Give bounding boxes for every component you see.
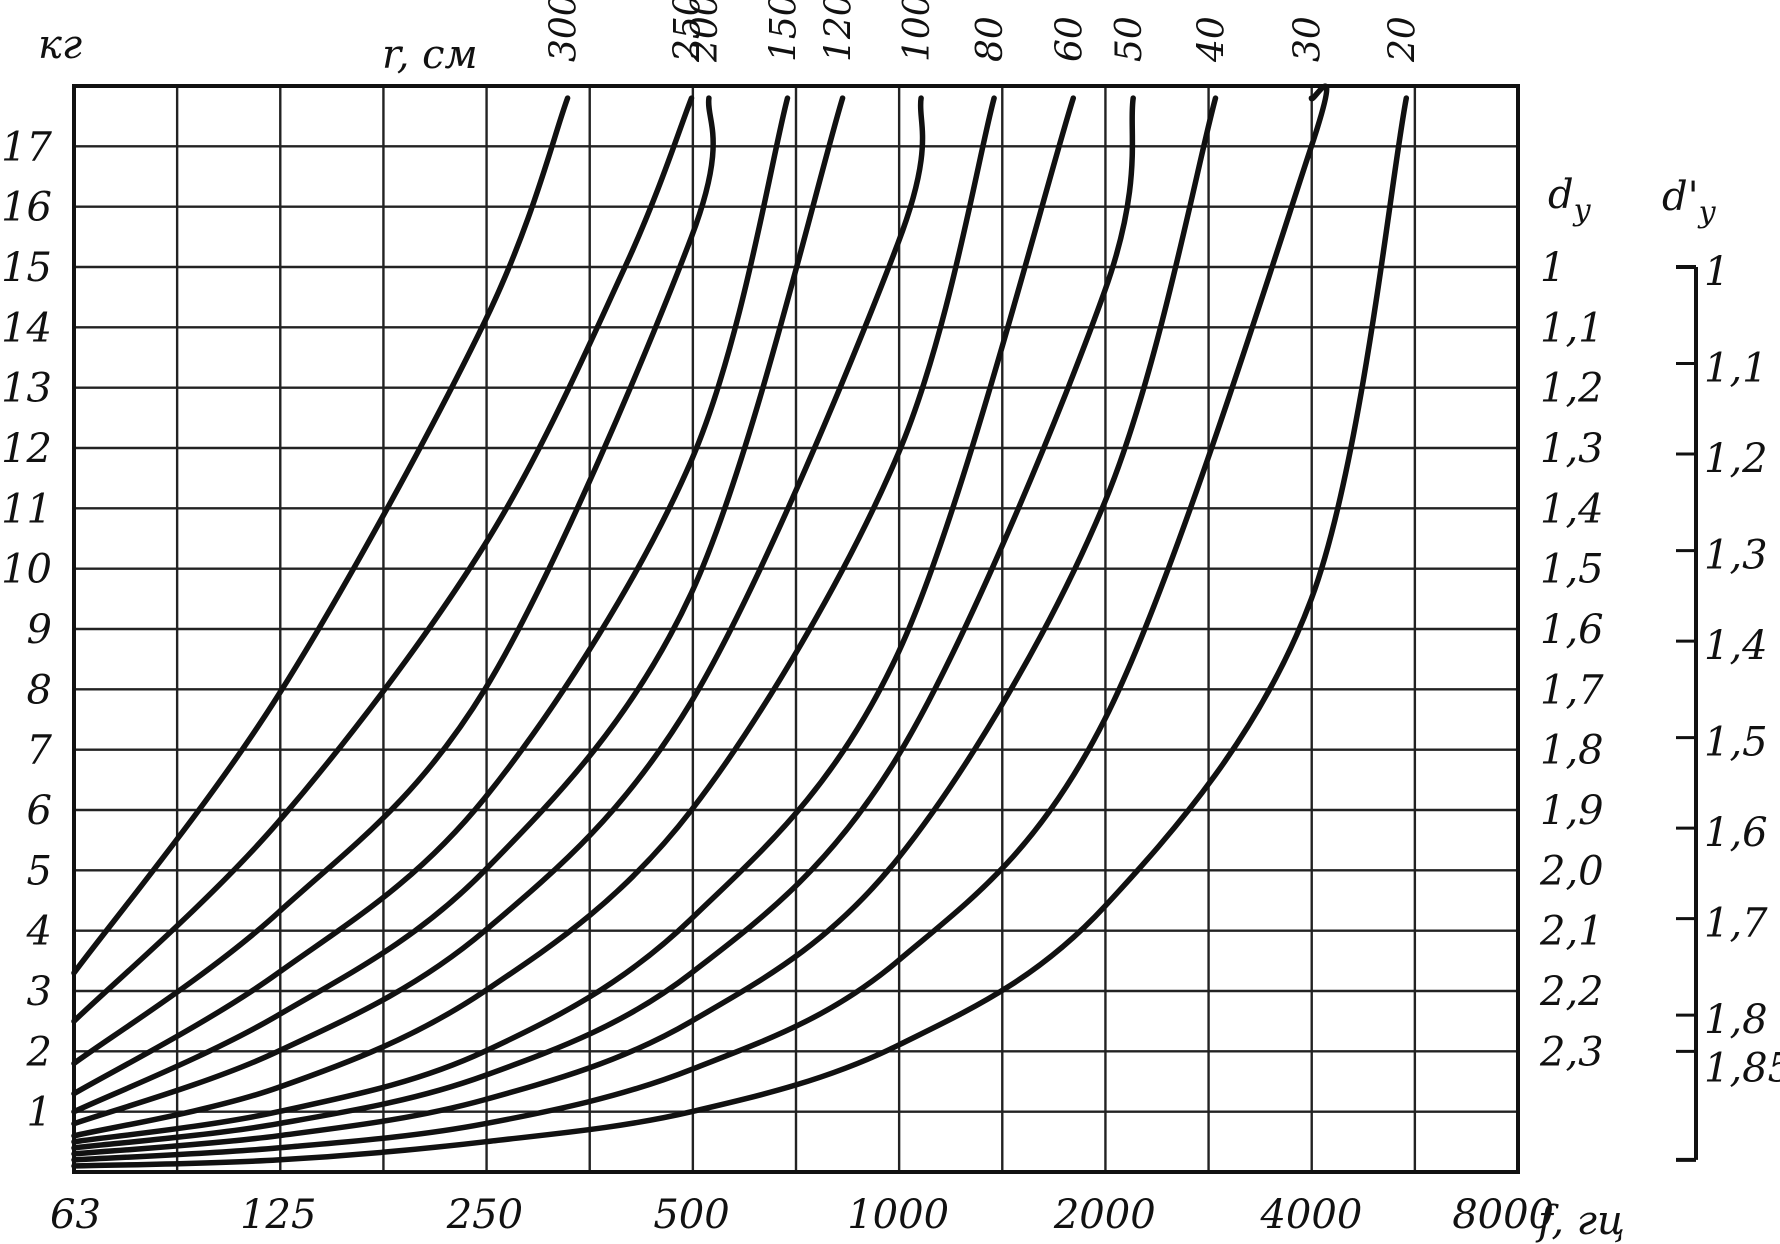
y-tick-label: 17 <box>1 124 52 170</box>
x-tick-label: 8000 <box>1452 1192 1554 1238</box>
scale-dy-prime-tick: 1,2 <box>1704 436 1768 482</box>
series-line-30 <box>71 83 1330 1163</box>
scale-dy-prime-tick: 1,7 <box>1704 901 1768 947</box>
y-tick-label: 16 <box>1 185 52 231</box>
series-line-200 <box>71 95 716 1067</box>
curve-label-text: 250 <box>667 0 708 63</box>
scale-dy-prime-tick: 1,6 <box>1704 810 1768 856</box>
y-tick-label: 3 <box>27 969 52 1015</box>
plot-frame <box>72 84 1520 1174</box>
series-line-40 <box>71 95 1219 1157</box>
y-tick-label: 15 <box>1 245 52 291</box>
series-line-100 <box>71 95 926 1127</box>
scale-dy-tick: 1,7 <box>1540 667 1604 713</box>
scale-dy-tick: 2,2 <box>1539 969 1604 1015</box>
x-tick-label: 2000 <box>1053 1192 1156 1238</box>
series-line-300 <box>71 95 571 976</box>
scale-dy-tick: 1 <box>1540 245 1565 291</box>
curve-label-text: 40 <box>1192 16 1233 63</box>
curve-label-text: 100 <box>897 0 938 62</box>
y-tick-label: 1 <box>27 1090 52 1136</box>
curve-label-30: 30 <box>1287 16 1328 62</box>
scale-dy-tick: 2,0 <box>1539 848 1604 894</box>
curve-label-text: 60 <box>1049 16 1090 62</box>
curve-label-120: 120 <box>819 0 860 62</box>
scale-dy-prime-tick: 1,3 <box>1704 533 1768 579</box>
curve-label-text: 300 <box>544 0 585 62</box>
curve-label-text: 30 <box>1287 16 1328 62</box>
scale-dy-tick: 2,3 <box>1539 1029 1604 1075</box>
curve-label-200: 200 <box>685 0 726 63</box>
y-tick-label: 14 <box>1 305 52 351</box>
scale-dy-prime-tick: 1,8 <box>1704 997 1768 1043</box>
x-tick-label: 250 <box>446 1192 523 1238</box>
curve-label-60: 60 <box>1049 16 1090 62</box>
scale-dy-prime-tick: 1 <box>1704 249 1729 295</box>
scale-dy-tick: 1,5 <box>1540 547 1604 593</box>
curves-axis-label: r, см <box>382 32 478 78</box>
scale-dy-tick: 1,3 <box>1540 426 1604 472</box>
scale-dy-tick: 1,1 <box>1540 305 1604 351</box>
curve-label-300: 300 <box>544 0 585 62</box>
scale-dy-prime-tick: 1,4 <box>1704 623 1768 669</box>
curve-label-text: 80 <box>970 16 1011 62</box>
series-line-250 <box>71 95 695 1024</box>
y-tick-label: 11 <box>1 486 52 532</box>
curve-label-250: 250 <box>667 0 708 63</box>
x-tick-label: 500 <box>653 1192 729 1238</box>
curve-label-100: 100 <box>897 0 938 62</box>
y-tick-label: 2 <box>26 1029 52 1075</box>
y-tick-label: 13 <box>1 366 52 412</box>
scale-dy-prime-tick: 1,5 <box>1704 720 1768 766</box>
curve-label-text: 200 <box>685 0 726 63</box>
scale-dy-prime-tick: 1,85 <box>1704 1045 1780 1091</box>
y-tick-label: 8 <box>27 667 52 713</box>
x-tick-labels: 63 125 250 500 1000 2000 4000 8000 <box>50 1192 1554 1238</box>
series-line-120 <box>71 95 846 1115</box>
curve-label-50: 50 <box>1109 16 1150 62</box>
curve-label-20: 20 <box>1382 16 1423 63</box>
scale-dy-tick: 1,2 <box>1540 366 1604 412</box>
curve-label-150: 150 <box>764 0 805 62</box>
scale-dy-tick: 1,8 <box>1540 728 1604 774</box>
series-line-20 <box>71 95 1410 1169</box>
curve-label-text: 20 <box>1382 16 1423 63</box>
x-axis-label: f, гц <box>1535 1198 1625 1244</box>
series-line-80 <box>71 95 997 1139</box>
curves <box>71 83 1410 1169</box>
y-tick-label: 4 <box>26 909 52 955</box>
y-axis-label: кг <box>38 22 82 68</box>
series-line-50 <box>71 95 1136 1151</box>
x-tick-label: 4000 <box>1259 1192 1362 1238</box>
y-tick-label: 9 <box>27 607 52 653</box>
series-line-150 <box>71 95 791 1097</box>
curve-label-text: 50 <box>1109 16 1150 62</box>
curve-label-text: 120 <box>819 0 860 62</box>
y-tick-label: 7 <box>27 728 53 774</box>
curve-label-40: 40 <box>1192 16 1233 63</box>
y-tick-label: 10 <box>1 547 52 593</box>
y-tick-label: 5 <box>27 848 52 894</box>
scale-dy-tick: 2,1 <box>1539 909 1604 955</box>
y-tick-label: 6 <box>27 788 52 834</box>
scale-dy-prime-tick: 1,1 <box>1704 346 1768 392</box>
scale-dy-tick: 1,9 <box>1540 788 1604 834</box>
curve-label-text: 150 <box>764 0 805 62</box>
x-tick-label: 125 <box>240 1192 316 1238</box>
curve-label-80: 80 <box>970 16 1011 62</box>
scale-dy: dy11,11,21,31,41,51,61,71,81,92,02,12,22… <box>1539 172 1604 1075</box>
scale-dy-tick: 1,6 <box>1540 607 1604 653</box>
series-line-60 <box>71 95 1077 1145</box>
scale-dy-tick: 1,4 <box>1540 486 1604 532</box>
x-tick-label: 63 <box>50 1192 101 1238</box>
y-tick-label: 12 <box>1 426 52 472</box>
x-tick-label: 1000 <box>847 1192 949 1238</box>
